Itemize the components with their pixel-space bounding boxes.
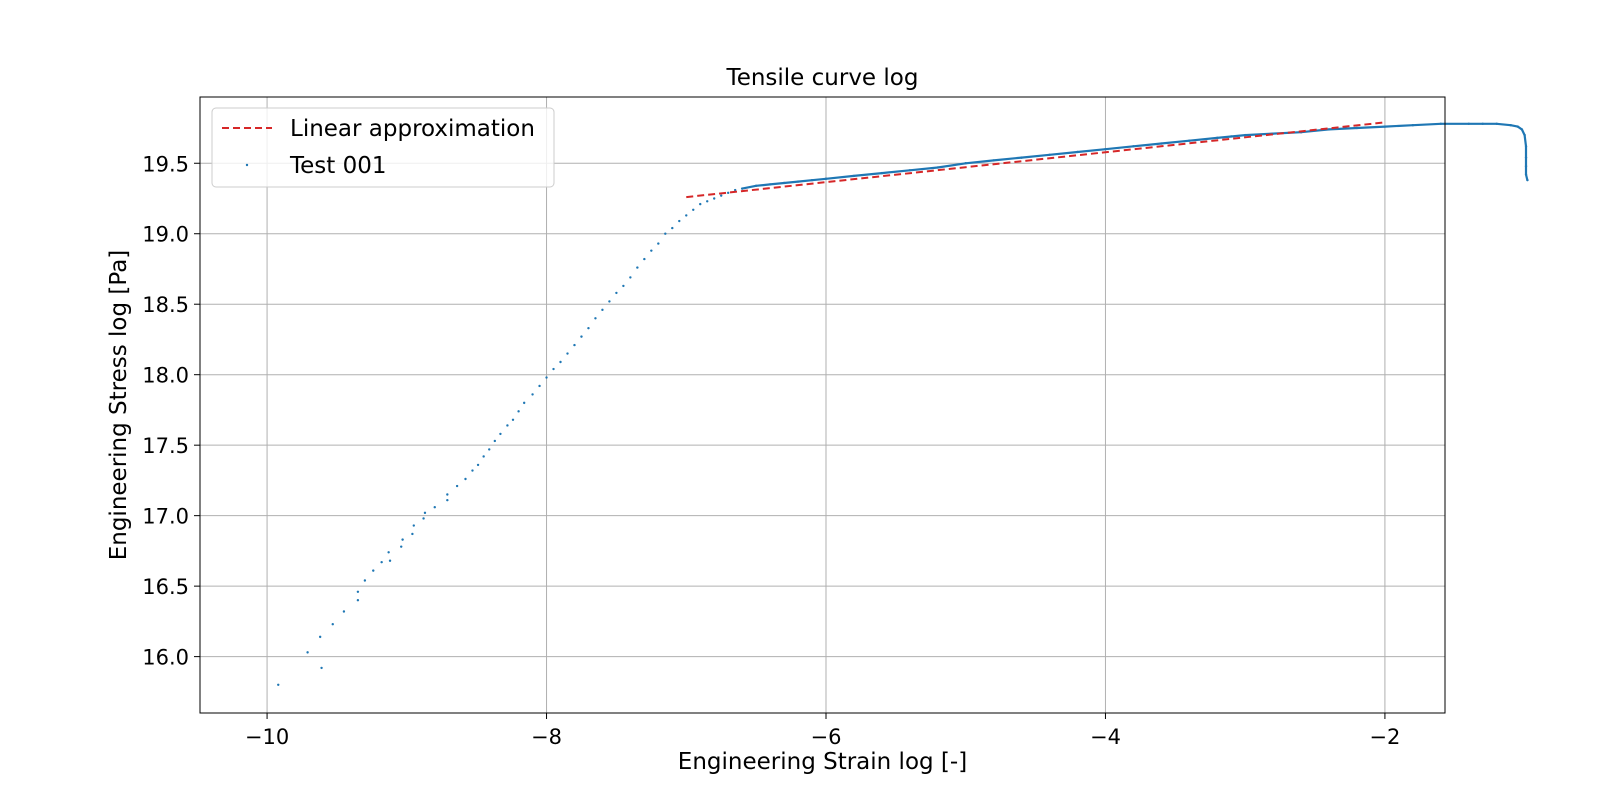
data-point: [401, 538, 404, 541]
data-point: [622, 284, 625, 288]
data-point: [412, 524, 415, 527]
data-point: [387, 551, 390, 554]
data-point: [476, 463, 480, 467]
y-axis-label: Engineering Stress log [Pa]: [106, 250, 132, 561]
data-point: [446, 493, 449, 496]
data-point: [517, 410, 520, 413]
data-point: [471, 469, 474, 472]
data-point: [522, 401, 526, 405]
data-point: [580, 335, 583, 338]
data-point: [499, 432, 502, 436]
data-point: [356, 590, 360, 593]
chart-title: Tensile curve log: [726, 65, 919, 91]
data-point: [706, 200, 709, 203]
data-point: [422, 517, 425, 520]
data-point: [594, 317, 597, 320]
x-tick-label: −4: [1090, 725, 1121, 749]
data-point: [726, 191, 730, 195]
data-point: [699, 202, 702, 206]
x-tick-label: −8: [531, 725, 562, 749]
data-point: [733, 188, 737, 192]
data-point: [356, 599, 360, 602]
data-point: [685, 214, 688, 217]
y-tick-label: 19.0: [142, 223, 189, 247]
data-point: [277, 683, 280, 687]
data-point: [464, 477, 467, 481]
data-point: [400, 545, 403, 548]
data-point: [342, 610, 346, 613]
data-point: [411, 532, 414, 536]
data-point: [380, 560, 383, 564]
data-point: [506, 424, 509, 427]
y-tick-label: 18.0: [142, 364, 189, 388]
y-tick-label: 17.5: [142, 434, 189, 458]
x-tick-label: −2: [1369, 725, 1400, 749]
x-axis-label: Engineering Strain log [-]: [678, 749, 967, 775]
data-point: [587, 326, 590, 330]
axis-ticks: −10 −8 −6 −4 −2 16.0 16.5 17.0 17.5 18.0 18.5 19.0 1…: [142, 152, 1400, 749]
data-point: [573, 343, 576, 347]
data-point: [643, 257, 646, 261]
grid: [200, 97, 1445, 713]
data-point: [545, 376, 548, 379]
data-point: [446, 498, 449, 502]
legend-label-linear-approximation: Linear approximation: [290, 116, 535, 142]
data-point: [671, 226, 674, 230]
x-tick-label: −6: [811, 725, 842, 749]
data-point: [566, 352, 569, 355]
data-point: [601, 308, 604, 312]
data-point: [320, 666, 323, 670]
y-tick-label: 19.5: [142, 152, 189, 176]
data-point: [719, 194, 723, 197]
test-001-dense-trace: [741, 122, 1529, 190]
legend-swatch-test-001: [245, 163, 249, 167]
data-point: [482, 455, 485, 458]
data-point: [331, 622, 334, 626]
data-point: [692, 208, 695, 211]
legend-box: [211, 107, 555, 188]
data-point: [657, 242, 660, 245]
data-point: [629, 276, 632, 279]
legend: Linear approximation Test 001: [211, 107, 555, 188]
plot-area: [277, 121, 1529, 687]
data-point: [511, 418, 515, 422]
data-point: [488, 448, 491, 451]
legend-label-test-001: Test 001: [289, 153, 387, 179]
data-point: [650, 249, 653, 252]
data-point: [559, 360, 562, 364]
linear-approximation-line: [686, 121, 1386, 199]
data-point: [372, 569, 375, 572]
y-tick-label: 17.0: [142, 505, 189, 529]
data-point: [423, 511, 427, 515]
data-point: [678, 219, 681, 223]
data-point: [615, 291, 618, 295]
data-point: [388, 559, 392, 562]
y-tick-label: 16.5: [142, 575, 189, 599]
data-point: [713, 197, 716, 200]
y-tick-label: 16.0: [142, 646, 189, 670]
data-point: [318, 635, 322, 639]
axes-frame: [199, 96, 1446, 714]
data-point: [636, 266, 639, 269]
data-point: [455, 484, 459, 488]
data-point: [493, 439, 497, 443]
data-point: [664, 232, 667, 235]
x-tick-label: −10: [245, 725, 289, 749]
data-point: [531, 393, 534, 396]
data-point: [433, 505, 436, 509]
data-point: [608, 300, 611, 303]
data-point: [538, 384, 541, 388]
data-point: [363, 579, 367, 582]
data-point: [552, 367, 555, 371]
y-tick-label: 18.5: [142, 293, 189, 317]
data-point: [306, 651, 309, 654]
